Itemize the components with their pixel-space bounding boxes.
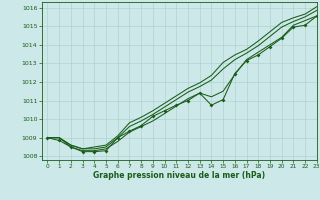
X-axis label: Graphe pression niveau de la mer (hPa): Graphe pression niveau de la mer (hPa) [93,171,265,180]
